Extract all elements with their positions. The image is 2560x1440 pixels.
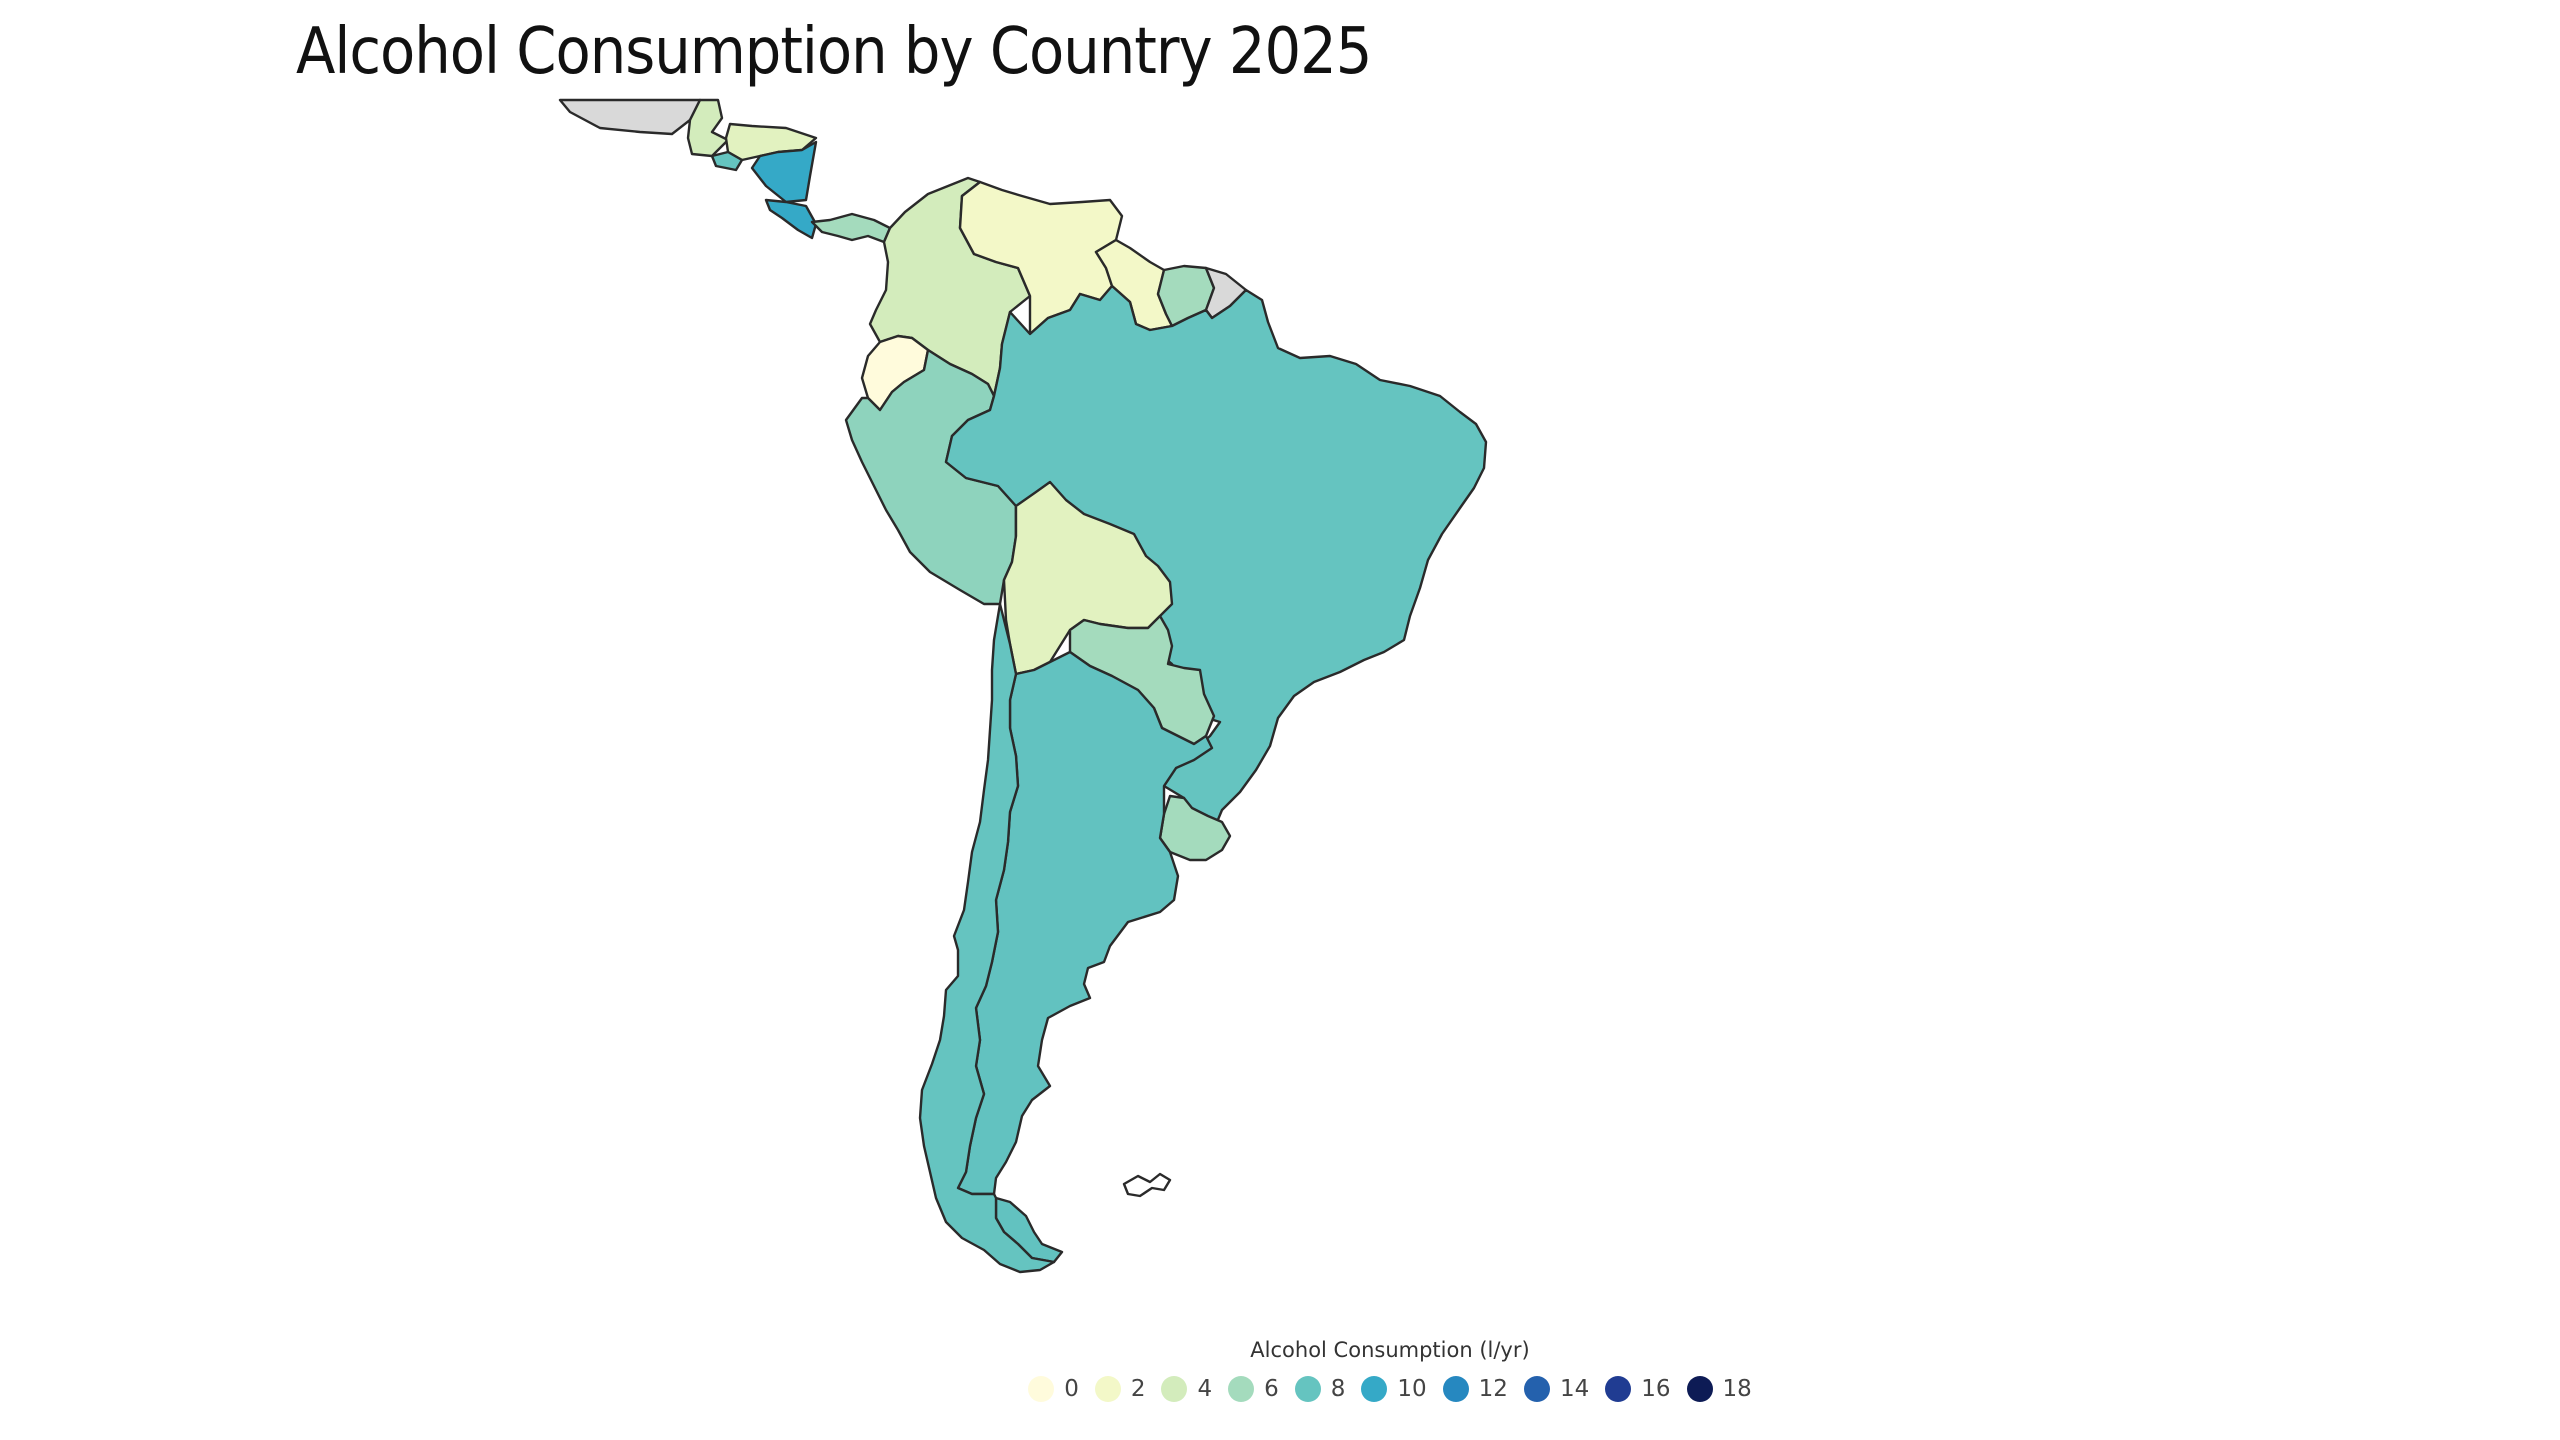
legend-item: 2 xyxy=(1094,1376,1146,1402)
legend-swatch xyxy=(1294,1376,1321,1402)
legend-item: 12 xyxy=(1442,1376,1508,1402)
region-falklands[interactable] xyxy=(1122,1172,1172,1198)
legend-label: 16 xyxy=(1641,1376,1671,1402)
region-el-salvador[interactable] xyxy=(710,150,744,172)
legend-label: 4 xyxy=(1197,1376,1213,1402)
legend-item: 6 xyxy=(1228,1376,1279,1402)
legend-swatch xyxy=(1161,1376,1188,1402)
legend-swatch xyxy=(1523,1376,1550,1402)
legend-swatch xyxy=(1442,1376,1469,1402)
legend-swatch xyxy=(1228,1376,1255,1402)
region-panama[interactable] xyxy=(810,212,892,244)
legend-items: 0 2 4 6 8 10 12 14 16 18 xyxy=(0,1376,2560,1402)
map-svg xyxy=(558,98,1488,1274)
legend-item: 10 xyxy=(1361,1376,1427,1402)
legend-label: 0 xyxy=(1064,1376,1079,1402)
legend-swatch xyxy=(1361,1376,1388,1402)
map-legend: Alcohol Consumption (l/yr) 0 2 4 6 8 10 12 14 16… xyxy=(0,1338,2560,1402)
legend-title: Alcohol Consumption (l/yr) xyxy=(1250,1338,1530,1362)
legend-label: 8 xyxy=(1330,1376,1346,1402)
legend-label: 12 xyxy=(1478,1376,1508,1402)
legend-item: 0 xyxy=(1028,1376,1079,1402)
region-costa-rica[interactable] xyxy=(764,198,818,240)
legend-swatch xyxy=(1605,1376,1632,1402)
legend-label: 2 xyxy=(1130,1376,1146,1402)
legend-item: 8 xyxy=(1294,1376,1346,1402)
legend-item: 4 xyxy=(1161,1376,1212,1402)
legend-label: 14 xyxy=(1559,1376,1590,1402)
legend-item: 18 xyxy=(1686,1376,1752,1402)
region-mexico-partial[interactable] xyxy=(558,98,702,136)
region-guatemala[interactable] xyxy=(686,98,730,158)
legend-label: 18 xyxy=(1722,1376,1752,1402)
legend-swatch xyxy=(1094,1376,1121,1402)
region-chile[interactable] xyxy=(918,602,1056,1274)
legend-label: 6 xyxy=(1264,1376,1279,1402)
map-title: Alcohol Consumption by Country 2025 xyxy=(296,15,1372,89)
legend-swatch xyxy=(1686,1376,1713,1402)
region-nicaragua[interactable] xyxy=(750,140,818,204)
choropleth-map xyxy=(558,98,1488,1274)
legend-item: 16 xyxy=(1605,1376,1671,1402)
legend-item: 14 xyxy=(1523,1376,1590,1402)
legend-swatch xyxy=(1028,1376,1055,1402)
legend-label: 10 xyxy=(1397,1376,1427,1402)
